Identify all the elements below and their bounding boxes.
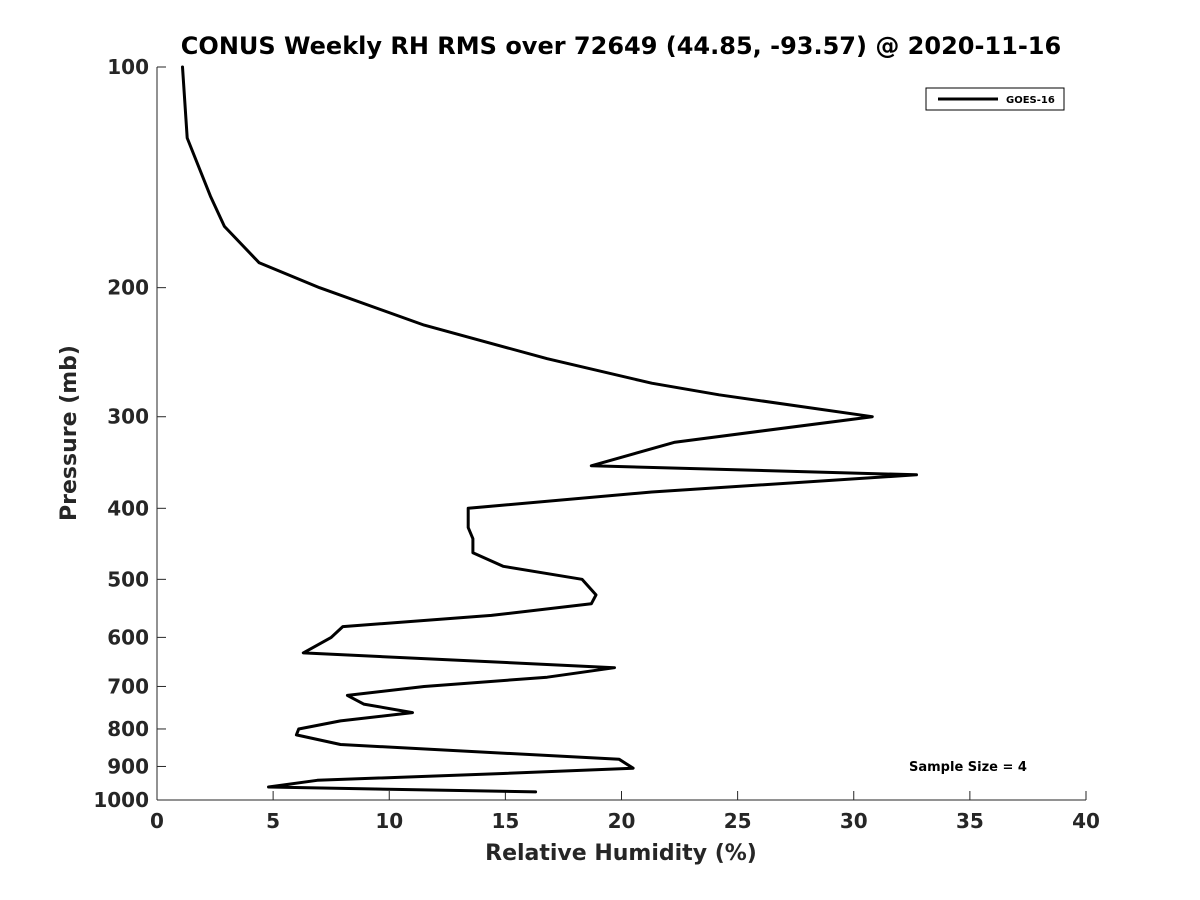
y-tick-label: 600 [107,625,149,649]
x-tick-label: 35 [956,809,984,833]
x-tick-label: 40 [1072,809,1100,833]
y-tick-label: 500 [107,567,149,591]
y-axis-label: Pressure (mb) [57,345,82,521]
x-tick-label: 20 [608,809,636,833]
y-tick-label: 900 [107,754,149,778]
sample-size-annotation: Sample Size = 4 [909,760,1027,775]
series-line-goes-16 [181,65,918,794]
x-tick-label: 0 [150,809,164,833]
y-tick-label: 700 [107,674,149,698]
x-axis-ticks: 0 5 10 15 20 25 30 35 40 [150,791,1100,833]
legend-label-goes-16: GOES-16 [1006,95,1055,106]
x-axis-label: Relative Humidity (%) [485,841,757,866]
x-tick-label: 5 [266,809,280,833]
y-tick-label: 300 [107,405,149,429]
y-tick-label: 1000 [93,788,149,812]
y-axis-ticks: 100 200 300 400 500 600 700 800 900 1000 [93,55,166,812]
legend: GOES-16 [925,87,1065,111]
y-tick-label: 100 [107,55,149,79]
x-tick-label: 15 [491,809,519,833]
y-tick-label: 400 [107,496,149,520]
y-tick-label: 800 [107,717,149,741]
x-tick-label: 25 [724,809,752,833]
series-layer [181,65,918,794]
plot-area [157,67,1086,800]
x-tick-label: 10 [375,809,403,833]
x-tick-label: 30 [840,809,868,833]
chart-title: CONUS Weekly RH RMS over 72649 (44.85, -… [181,32,1061,60]
y-tick-label: 200 [107,276,149,300]
